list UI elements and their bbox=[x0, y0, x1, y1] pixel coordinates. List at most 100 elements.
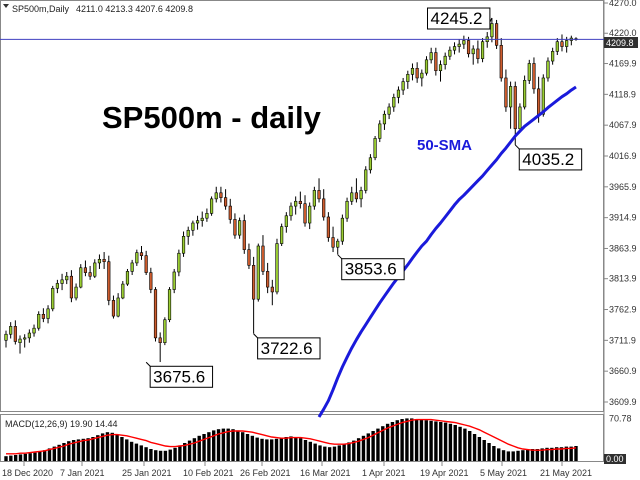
candle-body bbox=[125, 271, 130, 285]
candle-body bbox=[537, 88, 541, 115]
macd-histogram-bar bbox=[125, 439, 129, 461]
callout-box bbox=[518, 148, 583, 171]
candle-body bbox=[541, 77, 545, 115]
candle-body bbox=[97, 258, 102, 264]
candle-body bbox=[434, 52, 438, 72]
candle-body bbox=[107, 261, 111, 301]
macd-histogram-bar bbox=[62, 443, 66, 461]
candle-body bbox=[504, 77, 508, 108]
candle-body bbox=[153, 289, 158, 339]
candle-body bbox=[452, 46, 457, 51]
macd-histogram-bar bbox=[371, 431, 375, 461]
macd-histogram-bar bbox=[390, 422, 395, 461]
callout-box bbox=[149, 365, 214, 388]
candle-body bbox=[41, 313, 45, 319]
candle-body bbox=[340, 217, 344, 242]
macd-badge-bg bbox=[604, 454, 626, 464]
macd-histogram-bar bbox=[255, 437, 259, 461]
candle-body bbox=[238, 220, 242, 236]
callout-label: 3853.6 bbox=[345, 260, 397, 279]
macd-histogram-bar bbox=[385, 423, 390, 461]
macd-histogram-bar bbox=[284, 437, 288, 461]
macd-histogram-bar bbox=[163, 450, 168, 461]
date-tick-label: 19 Apr 2021 bbox=[420, 468, 469, 478]
candle-body bbox=[317, 190, 321, 200]
candle-body bbox=[214, 192, 218, 200]
date-tick-label: 10 Feb 2021 bbox=[183, 468, 234, 478]
candle-body bbox=[364, 169, 368, 191]
candle-body bbox=[224, 197, 228, 207]
macd-histogram-bar bbox=[9, 455, 13, 461]
candle-body bbox=[466, 40, 471, 55]
macd-histogram-bar bbox=[67, 441, 71, 461]
candle-body bbox=[177, 252, 181, 273]
macd-histogram-bar bbox=[497, 448, 501, 461]
price-tick-label: 3711.9 bbox=[609, 335, 636, 345]
macd-histogram-bar bbox=[192, 438, 197, 461]
price-tick-label: 3609.9 bbox=[609, 397, 637, 407]
macd-histogram-bar bbox=[482, 440, 486, 461]
macd-histogram-bar bbox=[33, 452, 37, 461]
macd-histogram-bar bbox=[410, 418, 414, 461]
macd-histogram-bar bbox=[42, 450, 47, 461]
candle-body bbox=[37, 313, 41, 329]
price-tick-label: 4016.9 bbox=[609, 151, 637, 161]
candle-body bbox=[195, 220, 200, 224]
candle-body bbox=[9, 326, 13, 335]
macd-tick-label: 70.78 bbox=[609, 414, 632, 424]
candle-body bbox=[518, 106, 522, 130]
price-tick-label: 3914.9 bbox=[609, 213, 637, 223]
macd-histogram-bar bbox=[361, 435, 366, 461]
macd-histogram-bar bbox=[424, 420, 428, 461]
macd-histogram-bar bbox=[18, 454, 23, 461]
macd-histogram-bar bbox=[173, 447, 177, 461]
candle-body bbox=[46, 308, 50, 319]
candle-body bbox=[83, 267, 88, 273]
macd-histogram-bar bbox=[178, 445, 182, 461]
macd-histogram-bar bbox=[429, 420, 433, 461]
macd-histogram-bar bbox=[516, 450, 520, 461]
candle-body bbox=[298, 200, 302, 204]
macd-histogram-bar bbox=[110, 432, 114, 461]
price-tick-label: 4169.9 bbox=[609, 59, 637, 69]
candle-body bbox=[438, 64, 443, 72]
candle-body bbox=[228, 205, 232, 220]
candle-body bbox=[401, 81, 405, 91]
candle-body bbox=[359, 190, 363, 200]
macd-histogram-bar bbox=[279, 438, 284, 461]
macd-histogram-bar bbox=[366, 433, 370, 461]
candle-body bbox=[242, 220, 246, 250]
macd-histogram-bar bbox=[212, 430, 216, 461]
collapse-arrow-icon[interactable] bbox=[3, 4, 9, 8]
macd-histogram-bar bbox=[76, 439, 81, 461]
candle-body bbox=[205, 213, 209, 219]
candle-body bbox=[345, 200, 349, 219]
macd-histogram-bar bbox=[530, 449, 535, 461]
callout-label: 4035.2 bbox=[522, 150, 574, 169]
candle-body bbox=[480, 41, 485, 59]
macd-histogram-bar bbox=[487, 443, 491, 461]
macd-title: MACD(12,26,9) 19.90 14.44 bbox=[5, 419, 118, 429]
macd-histogram-bar bbox=[313, 443, 317, 461]
macd-histogram-bar bbox=[120, 437, 124, 461]
macd-histogram-bar bbox=[4, 456, 8, 461]
candle-body bbox=[60, 279, 64, 284]
price-tick-label: 4067.9 bbox=[609, 120, 637, 130]
macd-histogram-bar bbox=[535, 449, 540, 461]
macd-histogram-bar bbox=[559, 447, 564, 461]
macd-histogram-bar bbox=[511, 451, 515, 461]
price-tick-label: 4220.0 bbox=[609, 28, 637, 38]
candlestick-series bbox=[4, 18, 578, 363]
candle-body bbox=[191, 222, 195, 231]
candle-body bbox=[326, 216, 330, 238]
candle-body bbox=[65, 275, 69, 281]
macd-histogram-bar bbox=[439, 422, 443, 461]
macd-histogram-bar bbox=[323, 446, 327, 461]
candle-body bbox=[139, 252, 144, 256]
callout-leader bbox=[253, 333, 258, 339]
macd-histogram-bar bbox=[158, 450, 163, 461]
candle-body bbox=[93, 262, 97, 277]
macd-histogram-bar bbox=[352, 440, 356, 461]
macd-histogram-bar bbox=[187, 440, 192, 461]
callout-label: 3675.6 bbox=[153, 367, 205, 386]
